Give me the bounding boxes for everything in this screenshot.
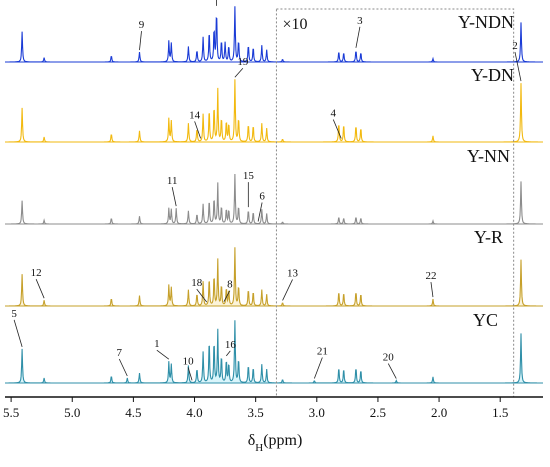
peak-leader-1 (156, 349, 170, 360)
peak-leader-11 (171, 187, 177, 207)
peak-label-16: 16 (225, 339, 237, 351)
x-tick-label: 2.0 (431, 405, 447, 420)
peak-leader-14 (194, 121, 202, 139)
zoom-factor-label: ×10 (282, 16, 307, 33)
x-tick-label: 3.5 (248, 405, 264, 420)
peak-leader-16 (226, 350, 231, 357)
zoom-region-box (275, 8, 515, 398)
trace-label-y-dn: Y-DN (471, 65, 514, 85)
peak-leader-19 (234, 67, 244, 78)
peak-leader-5 (13, 319, 23, 348)
x-axis-title: δH(ppm) (248, 432, 303, 454)
peak-label-6: 6 (259, 190, 265, 202)
x-tick-label: 4.5 (125, 405, 141, 420)
peak-annotation-group: 17931914421115612188132257110162120 (11, 0, 522, 381)
spectra-fill-group (5, 247, 543, 383)
peak-leader-12 (35, 279, 45, 299)
peak-leader-20 (387, 363, 397, 379)
peak-label-9: 9 (139, 19, 145, 31)
peak-leader-9 (139, 31, 142, 51)
peak-leader-8 (223, 290, 231, 302)
peak-leader-7 (118, 358, 128, 377)
peak-leader-6 (257, 202, 263, 222)
spectrum-trace-y-dn (5, 79, 543, 143)
peak-label-20: 20 (383, 352, 395, 364)
spectrum-fill-y-r (5, 247, 543, 306)
peak-label-18: 18 (191, 277, 203, 289)
spectrum-trace-y-r (5, 247, 543, 307)
peak-leader-18 (196, 288, 208, 303)
peak-leader-21 (313, 357, 323, 379)
peak-label-22: 22 (425, 270, 436, 282)
peak-label-10: 10 (183, 355, 195, 367)
peak-label-3: 3 (357, 15, 363, 27)
peak-label-7: 7 (117, 347, 123, 359)
x-tick-label: 3.0 (309, 405, 325, 420)
trace-label-yc: YC (473, 310, 498, 330)
spectrum-trace-y-nn (5, 173, 543, 225)
peak-leader-10 (187, 367, 193, 381)
x-tick-label: 4.0 (186, 405, 202, 420)
x-tick-label: 1.5 (492, 405, 508, 420)
trace-label-y-nn: Y-NN (467, 146, 510, 166)
peak-label-8: 8 (227, 279, 233, 291)
peak-leader-13 (282, 279, 293, 301)
spectra-trace-group (5, 6, 543, 384)
peak-leader-3 (355, 26, 361, 48)
x-tick-label: 2.5 (370, 405, 386, 420)
peak-label-14: 14 (189, 109, 201, 121)
peak-label-5: 5 (11, 308, 17, 320)
trace-label-y-ndn: Y-NDN (458, 12, 514, 32)
peak-leader-2 (514, 52, 522, 82)
peak-label-21: 21 (317, 345, 328, 357)
x-tick-label: 5.0 (64, 405, 80, 420)
x-axis-ticks: 5.5 5.0 4.5 4.0 3.5 3.0 2.5 2.0 1.5 (3, 397, 508, 420)
peak-leader-4 (332, 119, 342, 139)
peak-label-19: 19 (237, 56, 249, 68)
x-tick-label: 5.5 (3, 405, 19, 420)
peak-label-13: 13 (287, 267, 299, 279)
trace-label-group: Y-NDN Y-DN Y-NN Y-R YC (458, 12, 514, 330)
spectrum-trace-yc (5, 320, 543, 384)
peak-label-11: 11 (167, 175, 178, 187)
peak-label-15: 15 (243, 170, 255, 182)
peak-label-4: 4 (331, 107, 337, 119)
peak-leader-22 (430, 281, 434, 298)
spectrum-fill-yc (5, 320, 543, 383)
trace-label-y-r: Y-R (474, 227, 503, 247)
peak-label-1: 1 (154, 338, 160, 350)
peak-label-2: 2 (512, 40, 518, 52)
peak-label-12: 12 (31, 267, 42, 279)
